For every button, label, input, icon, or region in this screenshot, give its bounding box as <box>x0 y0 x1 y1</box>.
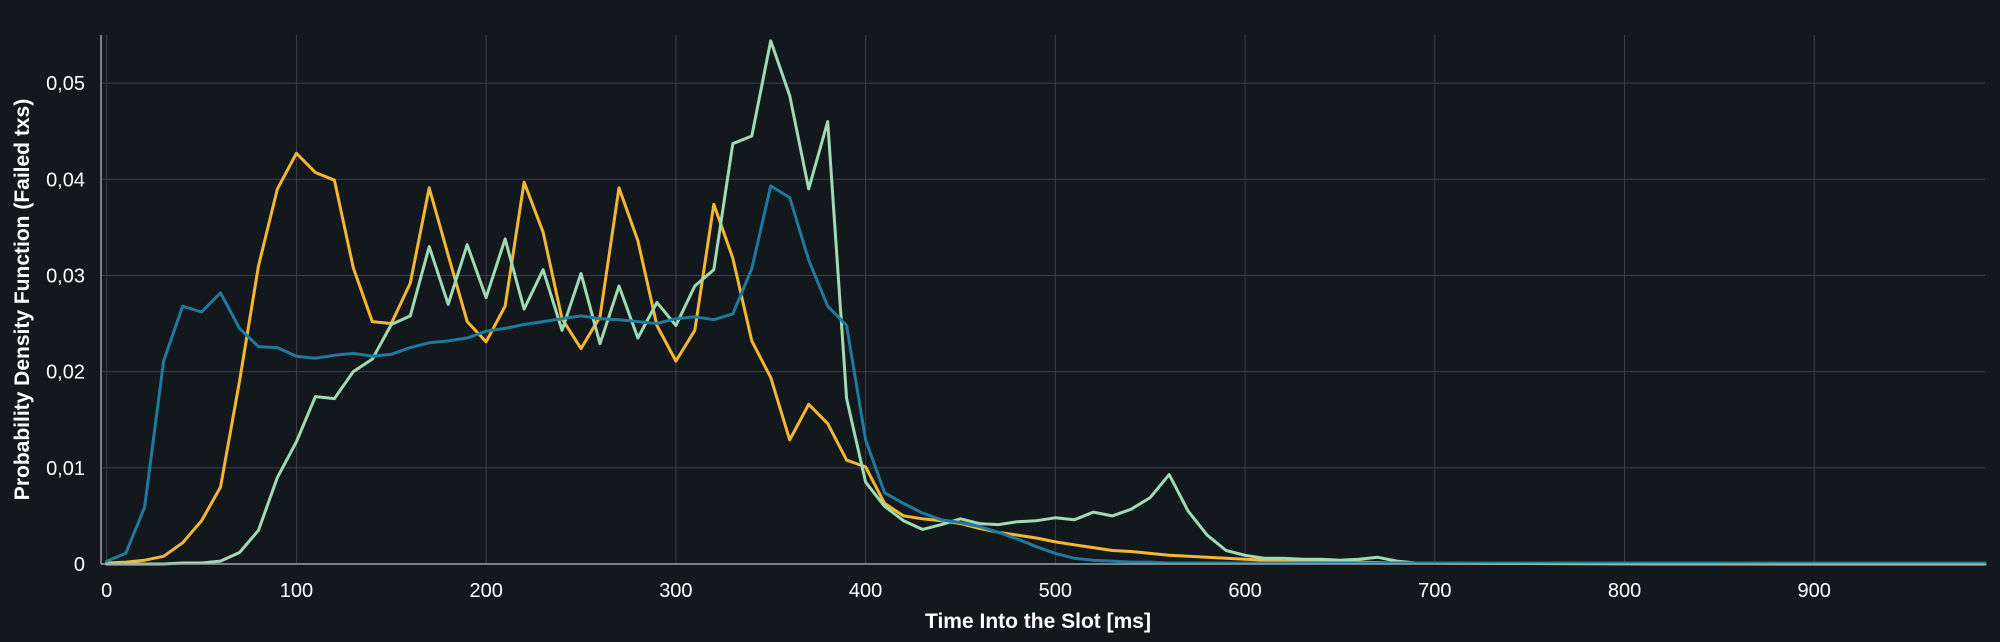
grid <box>101 35 1985 564</box>
x-tick-label: 0 <box>101 580 112 602</box>
y-axis-title: Probability Density Function (Failed txs… <box>11 99 34 500</box>
series-line-1 <box>105 151 1987 566</box>
x-axis-title: Time Into the Slot [ms] <box>925 610 1151 633</box>
y-tick-label: 0,01 <box>46 458 85 480</box>
y-tick-label: 0,03 <box>46 265 85 287</box>
x-tick-label: 400 <box>849 580 882 602</box>
x-tick-label: 900 <box>1798 580 1831 602</box>
tick-labels: 0 100 200 300 400 500 600 700 800 900 0 0,01 0,02 0,0… <box>46 73 1831 602</box>
x-tick-label: 500 <box>1039 580 1072 602</box>
series-layer <box>105 39 1987 566</box>
x-tick-label: 800 <box>1608 580 1641 602</box>
y-tick-label: 0,05 <box>46 73 85 95</box>
y-tick-label: 0,02 <box>46 362 85 384</box>
x-tick-label: 600 <box>1228 580 1261 602</box>
x-tick-label: 700 <box>1418 580 1451 602</box>
y-tick-label: 0,04 <box>46 169 85 191</box>
series-line-2 <box>105 39 1987 566</box>
axes <box>100 35 1985 565</box>
y-tick-label: 0 <box>74 554 85 576</box>
x-tick-label: 200 <box>469 580 502 602</box>
x-tick-label: 100 <box>280 580 313 602</box>
series-line-3 <box>105 184 1987 565</box>
x-tick-label: 300 <box>659 580 692 602</box>
